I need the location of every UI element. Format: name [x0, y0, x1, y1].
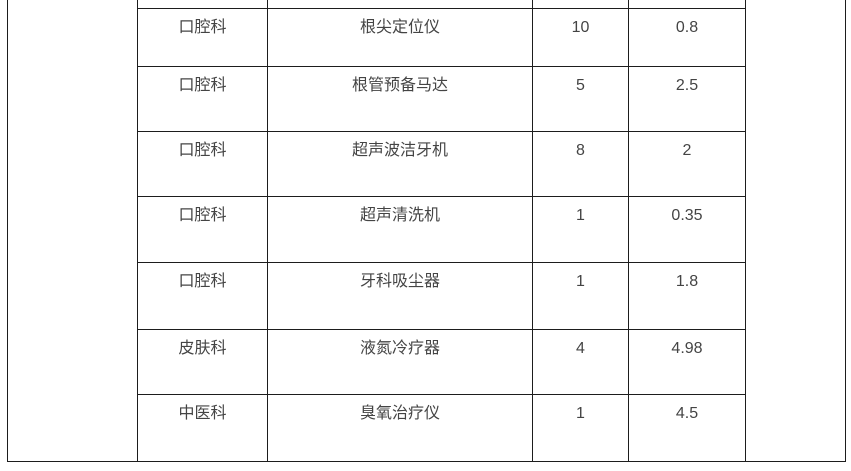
cell-quantity: 4 — [533, 330, 629, 394]
table-row: 口腔科 根管预备马达 5 2.5 — [138, 67, 745, 132]
cell-department: 中医科 — [138, 395, 268, 461]
cell-equipment-name: 根尖定位仪 — [268, 9, 533, 66]
cell-value: 0.8 — [629, 9, 745, 66]
cell-department: 口腔科 — [138, 132, 268, 196]
table-row-partial-top — [138, 0, 745, 9]
cell-department: 口腔科 — [138, 9, 268, 66]
equipment-table: 口腔科 根尖定位仪 10 0.8 口腔科 根管预备马达 5 2.5 口腔科 超声… — [7, 0, 846, 462]
table-row: 皮肤科 液氮冷疗器 4 4.98 — [138, 330, 745, 395]
table-row: 口腔科 超声波洁牙机 8 2 — [138, 132, 745, 197]
cell-equipment-name: 根管预备马达 — [268, 67, 533, 131]
cell-department: 口腔科 — [138, 197, 268, 262]
cell-value: 0.35 — [629, 197, 745, 262]
cell-equipment-name: 臭氧治疗仪 — [268, 395, 533, 461]
cell-equipment-name: 超声清洗机 — [268, 197, 533, 262]
table-row: 中医科 臭氧治疗仪 1 4.5 — [138, 395, 745, 461]
cell-equipment-name: 牙科吸尘器 — [268, 263, 533, 329]
cell-equipment-name — [268, 0, 533, 8]
cell-equipment-name: 超声波洁牙机 — [268, 132, 533, 196]
cell-value: 4.5 — [629, 395, 745, 461]
table-cell-right-merged — [745, 0, 845, 461]
cell-value: 2 — [629, 132, 745, 196]
cell-quantity: 10 — [533, 9, 629, 66]
cell-quantity: 1 — [533, 263, 629, 329]
cell-value — [629, 0, 745, 8]
cell-quantity: 8 — [533, 132, 629, 196]
cell-equipment-name: 液氮冷疗器 — [268, 330, 533, 394]
cell-quantity: 5 — [533, 67, 629, 131]
cell-quantity: 1 — [533, 395, 629, 461]
table-row: 口腔科 根尖定位仪 10 0.8 — [138, 9, 745, 67]
cell-department: 皮肤科 — [138, 330, 268, 394]
cell-value: 2.5 — [629, 67, 745, 131]
table-row: 口腔科 超声清洗机 1 0.35 — [138, 197, 745, 263]
table-row: 口腔科 牙科吸尘器 1 1.8 — [138, 263, 745, 330]
cell-quantity — [533, 0, 629, 8]
cell-value: 1.8 — [629, 263, 745, 329]
cell-department — [138, 0, 268, 8]
cell-value: 4.98 — [629, 330, 745, 394]
cell-department: 口腔科 — [138, 67, 268, 131]
cell-department: 口腔科 — [138, 263, 268, 329]
cell-quantity: 1 — [533, 197, 629, 262]
table-body: 口腔科 根尖定位仪 10 0.8 口腔科 根管预备马达 5 2.5 口腔科 超声… — [138, 0, 745, 461]
table-cell-left-merged — [8, 0, 138, 461]
